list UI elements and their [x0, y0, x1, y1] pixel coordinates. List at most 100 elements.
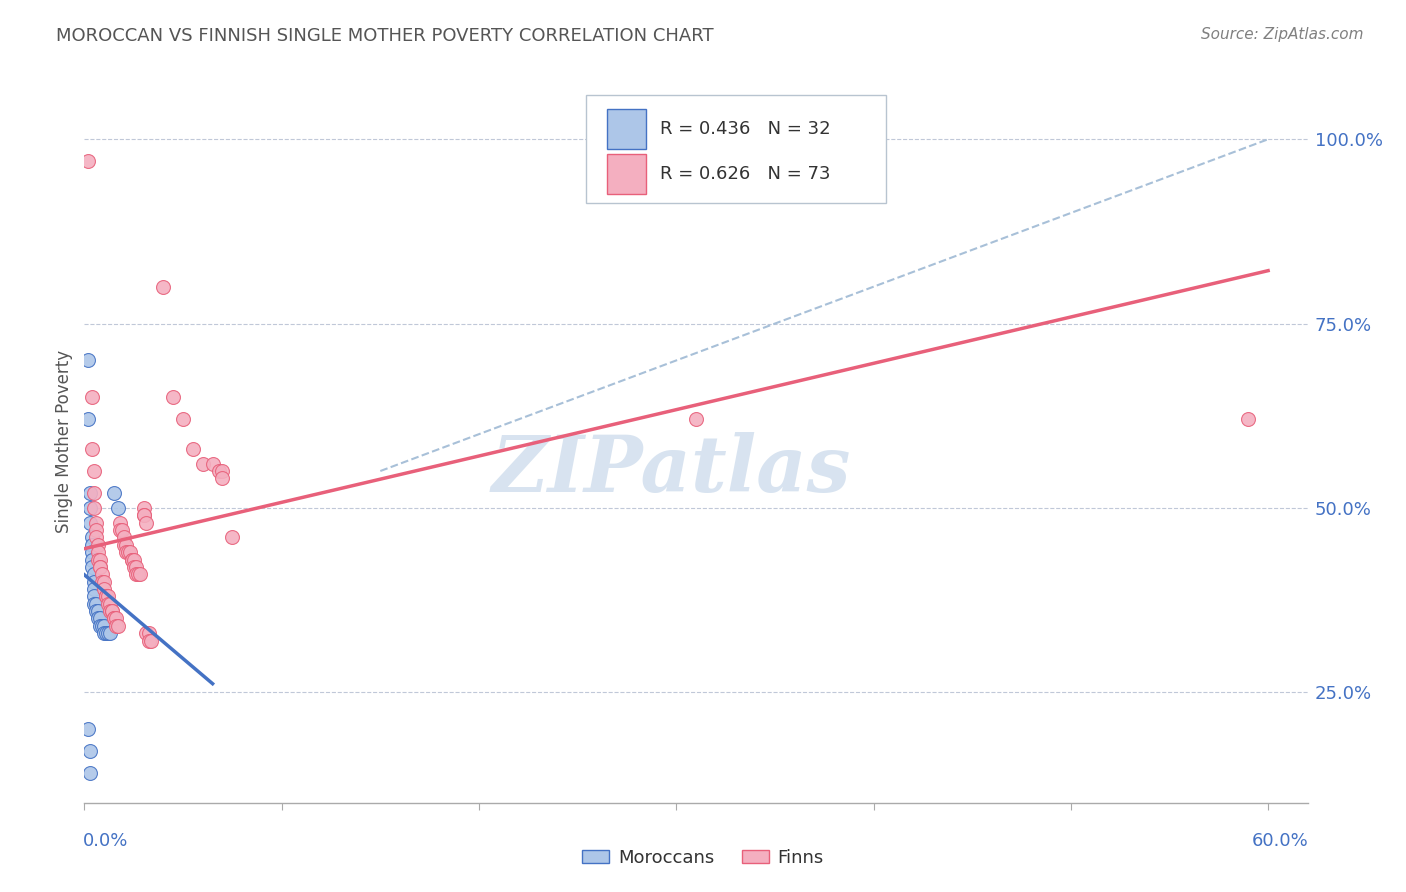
Point — [135, 516, 157, 530]
Point — [91, 567, 114, 582]
Text: R = 0.436   N = 32: R = 0.436 N = 32 — [661, 120, 831, 137]
Point — [79, 744, 101, 758]
Point — [97, 626, 120, 640]
Point — [83, 567, 105, 582]
Point — [83, 486, 105, 500]
Point — [89, 552, 111, 566]
Point — [93, 574, 115, 589]
Point — [77, 722, 100, 736]
Point — [118, 545, 141, 559]
Point — [87, 604, 110, 618]
Point — [152, 279, 174, 293]
Point — [724, 147, 747, 161]
Point — [79, 486, 101, 500]
Point — [107, 500, 129, 515]
Bar — [606, 109, 645, 149]
Point — [201, 457, 224, 471]
Point — [207, 464, 229, 478]
Y-axis label: Single Mother Poverty: Single Mother Poverty — [55, 350, 73, 533]
Point — [82, 530, 104, 544]
Point — [83, 574, 105, 589]
Text: R = 0.626   N = 73: R = 0.626 N = 73 — [661, 165, 831, 183]
Point — [141, 633, 163, 648]
Point — [79, 500, 101, 515]
Point — [82, 442, 104, 456]
Point — [104, 611, 127, 625]
Point — [87, 538, 110, 552]
Point — [135, 626, 157, 640]
Point — [77, 412, 100, 426]
Point — [91, 574, 114, 589]
Point — [83, 500, 105, 515]
Point — [94, 626, 117, 640]
Point — [103, 611, 125, 625]
Point — [87, 545, 110, 559]
Point — [98, 597, 121, 611]
Point — [211, 464, 233, 478]
Point — [84, 597, 107, 611]
Point — [132, 500, 155, 515]
Point — [93, 626, 115, 640]
Point — [122, 560, 145, 574]
Text: MOROCCAN VS FINNISH SINGLE MOTHER POVERTY CORRELATION CHART: MOROCCAN VS FINNISH SINGLE MOTHER POVERT… — [56, 27, 714, 45]
Point — [132, 508, 155, 523]
Point — [104, 619, 127, 633]
Point — [111, 523, 134, 537]
Text: Source: ZipAtlas.com: Source: ZipAtlas.com — [1201, 27, 1364, 42]
Point — [191, 457, 214, 471]
Point — [77, 353, 100, 368]
Point — [122, 552, 145, 566]
Point — [82, 545, 104, 559]
Point — [89, 619, 111, 633]
Point — [114, 545, 136, 559]
Point — [124, 560, 146, 574]
Point — [132, 508, 155, 523]
Point — [87, 552, 110, 566]
Point — [84, 523, 107, 537]
Point — [101, 604, 124, 618]
Point — [127, 567, 149, 582]
Point — [101, 604, 124, 618]
Point — [108, 523, 131, 537]
Point — [89, 560, 111, 574]
Point — [89, 560, 111, 574]
Point — [181, 442, 204, 456]
Point — [117, 545, 139, 559]
Bar — [606, 154, 645, 194]
Point — [172, 412, 194, 426]
Point — [84, 530, 107, 544]
Point — [87, 611, 110, 625]
Point — [685, 412, 707, 426]
Point — [94, 590, 117, 604]
Point — [93, 582, 115, 596]
Legend: Moroccans, Finns: Moroccans, Finns — [575, 842, 831, 874]
Point — [83, 597, 105, 611]
Point — [1237, 412, 1260, 426]
Point — [83, 464, 105, 478]
FancyBboxPatch shape — [586, 95, 886, 203]
Point — [103, 611, 125, 625]
Point — [124, 567, 146, 582]
Point — [114, 538, 136, 552]
Point — [97, 590, 120, 604]
Point — [82, 390, 104, 404]
Point — [94, 590, 117, 604]
Point — [211, 471, 233, 485]
Point — [103, 486, 125, 500]
Point — [98, 626, 121, 640]
Point — [91, 619, 114, 633]
Point — [83, 582, 105, 596]
Text: 60.0%: 60.0% — [1253, 831, 1309, 850]
Point — [112, 538, 135, 552]
Text: ZIPatlas: ZIPatlas — [492, 433, 851, 508]
Point — [77, 154, 100, 169]
Point — [84, 516, 107, 530]
Point — [107, 619, 129, 633]
Point — [121, 552, 143, 566]
Point — [97, 597, 120, 611]
Point — [162, 390, 184, 404]
Point — [79, 766, 101, 780]
Point — [82, 552, 104, 566]
Point — [89, 611, 111, 625]
Point — [84, 604, 107, 618]
